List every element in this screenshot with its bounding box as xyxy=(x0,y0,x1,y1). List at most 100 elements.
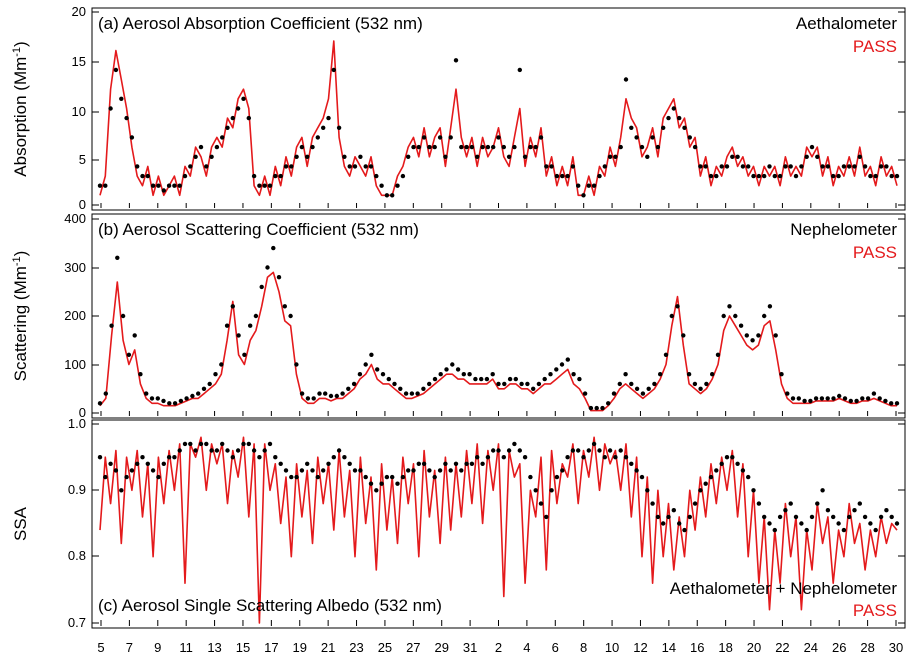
data-point xyxy=(124,474,129,480)
data-point xyxy=(156,474,161,480)
data-point xyxy=(889,173,894,179)
data-point xyxy=(884,164,889,169)
data-point xyxy=(97,401,103,406)
data-point xyxy=(198,441,204,447)
data-point xyxy=(708,173,714,179)
data-point xyxy=(224,323,230,328)
data-point xyxy=(740,468,746,473)
data-point xyxy=(214,448,220,453)
data-point xyxy=(235,106,241,111)
data-point xyxy=(129,468,135,473)
data-point xyxy=(398,386,403,391)
data-point xyxy=(836,521,841,526)
x-tick-label: 17 xyxy=(264,640,278,655)
data-point xyxy=(544,514,549,520)
data-point xyxy=(437,135,443,140)
data-point xyxy=(671,508,676,513)
data-point xyxy=(825,396,830,401)
data-point xyxy=(469,461,475,466)
data-point xyxy=(613,455,618,460)
data-point xyxy=(467,372,472,377)
data-point xyxy=(427,381,432,387)
data-point xyxy=(560,173,565,179)
data-point xyxy=(629,381,634,387)
data-point xyxy=(533,144,538,150)
data-point xyxy=(108,106,113,111)
data-point xyxy=(512,144,517,150)
data-point xyxy=(473,376,478,382)
data-point xyxy=(623,77,629,82)
data-point xyxy=(386,376,391,382)
series-line-pass xyxy=(99,271,897,412)
data-point xyxy=(384,474,390,480)
data-point xyxy=(740,164,746,169)
data-point xyxy=(242,352,247,357)
data-point xyxy=(715,352,721,357)
data-point xyxy=(369,352,374,357)
data-point xyxy=(507,376,513,382)
data-point xyxy=(273,455,278,460)
data-point xyxy=(852,164,857,169)
data-point xyxy=(267,183,273,188)
data-point xyxy=(873,527,878,533)
data-point xyxy=(586,448,591,453)
data-point xyxy=(779,372,784,377)
data-point xyxy=(390,193,395,198)
y-axis-label: Absorption (Mm-1) xyxy=(11,41,30,176)
data-point xyxy=(640,391,646,396)
data-point xyxy=(785,391,790,396)
data-point xyxy=(704,381,709,387)
data-point xyxy=(220,135,225,140)
data-point xyxy=(138,372,143,377)
y-tick-label: 0.9 xyxy=(68,482,86,497)
data-point xyxy=(549,164,554,169)
data-point xyxy=(379,481,384,486)
data-point xyxy=(577,376,582,382)
data-point xyxy=(611,391,617,396)
y-tick-label: 0.8 xyxy=(68,548,86,563)
y-tick-label: 0 xyxy=(79,405,86,420)
data-point xyxy=(257,455,262,460)
data-point xyxy=(767,304,773,309)
data-point xyxy=(283,468,289,473)
data-point xyxy=(437,468,443,473)
x-tick-label: 21 xyxy=(321,640,335,655)
data-point xyxy=(347,461,352,466)
data-point xyxy=(710,372,715,377)
x-tick-label: 5 xyxy=(97,640,104,655)
data-point xyxy=(661,125,666,130)
data-point xyxy=(857,501,862,506)
data-point xyxy=(251,173,257,179)
data-point xyxy=(273,173,278,179)
data-point xyxy=(161,188,166,193)
data-point xyxy=(392,381,397,387)
x-tick-label: 6 xyxy=(552,640,559,655)
data-point xyxy=(201,386,207,391)
data-point xyxy=(714,468,719,473)
data-point xyxy=(213,372,218,377)
data-point xyxy=(363,362,368,367)
data-point xyxy=(634,468,639,473)
data-point xyxy=(544,164,549,169)
data-point xyxy=(299,468,305,473)
x-tick-label: 27 xyxy=(406,640,420,655)
data-point xyxy=(166,455,172,460)
data-point xyxy=(751,173,756,179)
data-point xyxy=(813,396,819,401)
data-point xyxy=(214,144,220,150)
data-point xyxy=(512,441,517,447)
data-point xyxy=(421,386,426,391)
data-point xyxy=(485,455,491,460)
data-point xyxy=(773,333,778,338)
data-point xyxy=(804,527,809,533)
data-point xyxy=(719,164,724,169)
data-point xyxy=(634,135,639,140)
data-point xyxy=(97,455,103,460)
y-tick-label: 300 xyxy=(64,260,86,275)
data-point xyxy=(788,501,793,506)
data-point xyxy=(400,173,406,179)
data-point xyxy=(594,405,599,411)
data-point xyxy=(461,372,466,377)
data-point xyxy=(182,441,188,447)
data-point xyxy=(506,154,512,159)
